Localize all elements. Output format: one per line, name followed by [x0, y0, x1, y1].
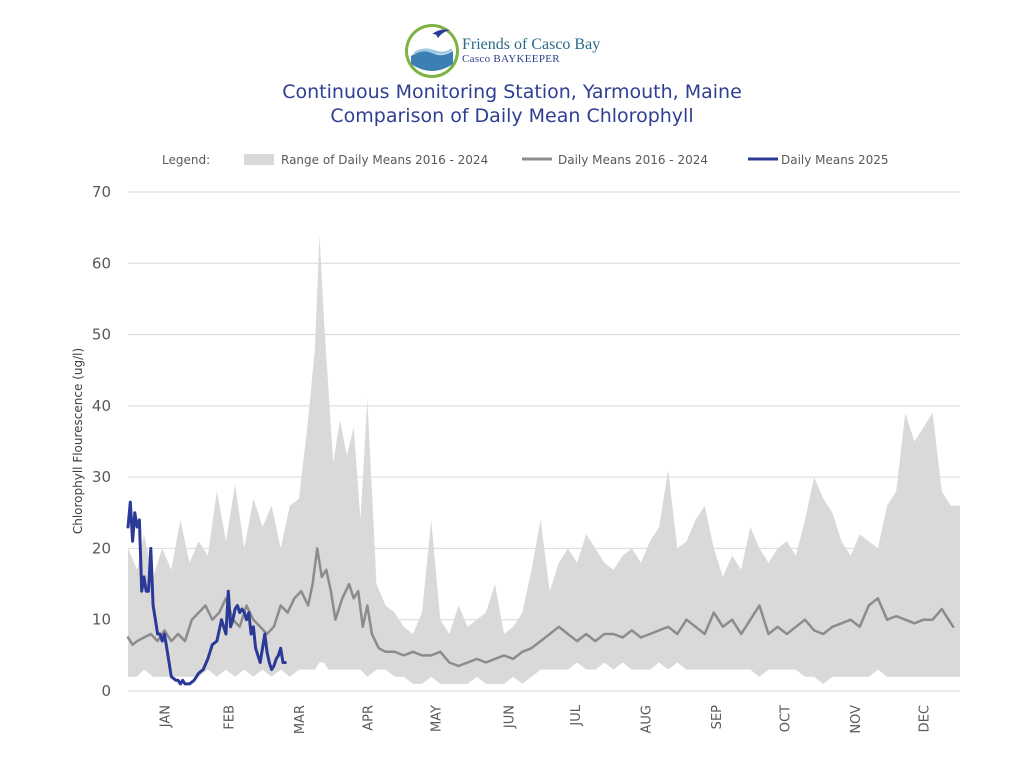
plot-area [126, 234, 960, 686]
y-tick-label-50: 50 [92, 326, 111, 344]
y-tick-label-60: 60 [92, 254, 111, 272]
x-tick-label-jan: JAN [159, 705, 174, 728]
logo-title: Friends of Casco Bay [462, 36, 601, 53]
logo-subtitle: Casco BAYKEEPER [462, 53, 560, 65]
x-tick-label-aug: AUG [639, 705, 654, 733]
friends-of-casco-bay-logo [405, 24, 459, 78]
x-tick-label-dec: DEC [918, 705, 933, 732]
x-tick-label-oct: OCT [779, 705, 794, 732]
bird-icon [432, 29, 450, 38]
x-tick-label-apr: APR [361, 705, 376, 731]
daily-means-2025-line [126, 500, 287, 686]
daily-means-2016-2024-line [126, 547, 955, 668]
y-tick-label-40: 40 [92, 397, 111, 415]
x-tick-label-mar: MAR [293, 705, 308, 734]
x-tick-label-may: MAY [430, 705, 445, 732]
chart-title-line1: Continuous Monitoring Station, Yarmouth,… [282, 81, 742, 103]
x-tick-label-feb: FEB [222, 705, 237, 730]
legend-mean-label: Daily Means 2016 - 2024 [558, 153, 708, 167]
legend-range-swatch [244, 154, 274, 165]
chart-title-line2: Comparison of Daily Mean Chlorophyll [330, 105, 694, 127]
y-tick-label-10: 10 [92, 611, 111, 629]
logo-wave [414, 48, 452, 55]
x-tick-label-sep: SEP [710, 705, 725, 729]
logo-water [411, 51, 453, 71]
y-tick-label-30: 30 [92, 468, 111, 486]
x-tick-label-nov: NOV [849, 705, 864, 734]
x-axis: JAN FEB MAR APR MAY JUN JUL AUG SEP OCT NOV DEC [159, 704, 933, 734]
legend: Legend: Range of Daily Means 2016 - 2024… [162, 153, 888, 167]
x-tick-label-jul: JUL [569, 704, 584, 726]
legend-current-label: Daily Means 2025 [781, 153, 888, 167]
y-axis: 0 10 20 30 40 50 60 70 [92, 183, 111, 700]
y-tick-label-0: 0 [101, 682, 111, 700]
range-band-series [128, 234, 960, 684]
legend-range-label: Range of Daily Means 2016 - 2024 [281, 153, 488, 167]
y-tick-label-20: 20 [92, 539, 111, 557]
y-axis-label: Chlorophyll Flourescence (ug/l) [71, 348, 85, 534]
legend-label: Legend: [162, 153, 210, 167]
y-tick-label-70: 70 [92, 183, 111, 201]
x-tick-label-jun: JUN [503, 705, 518, 729]
